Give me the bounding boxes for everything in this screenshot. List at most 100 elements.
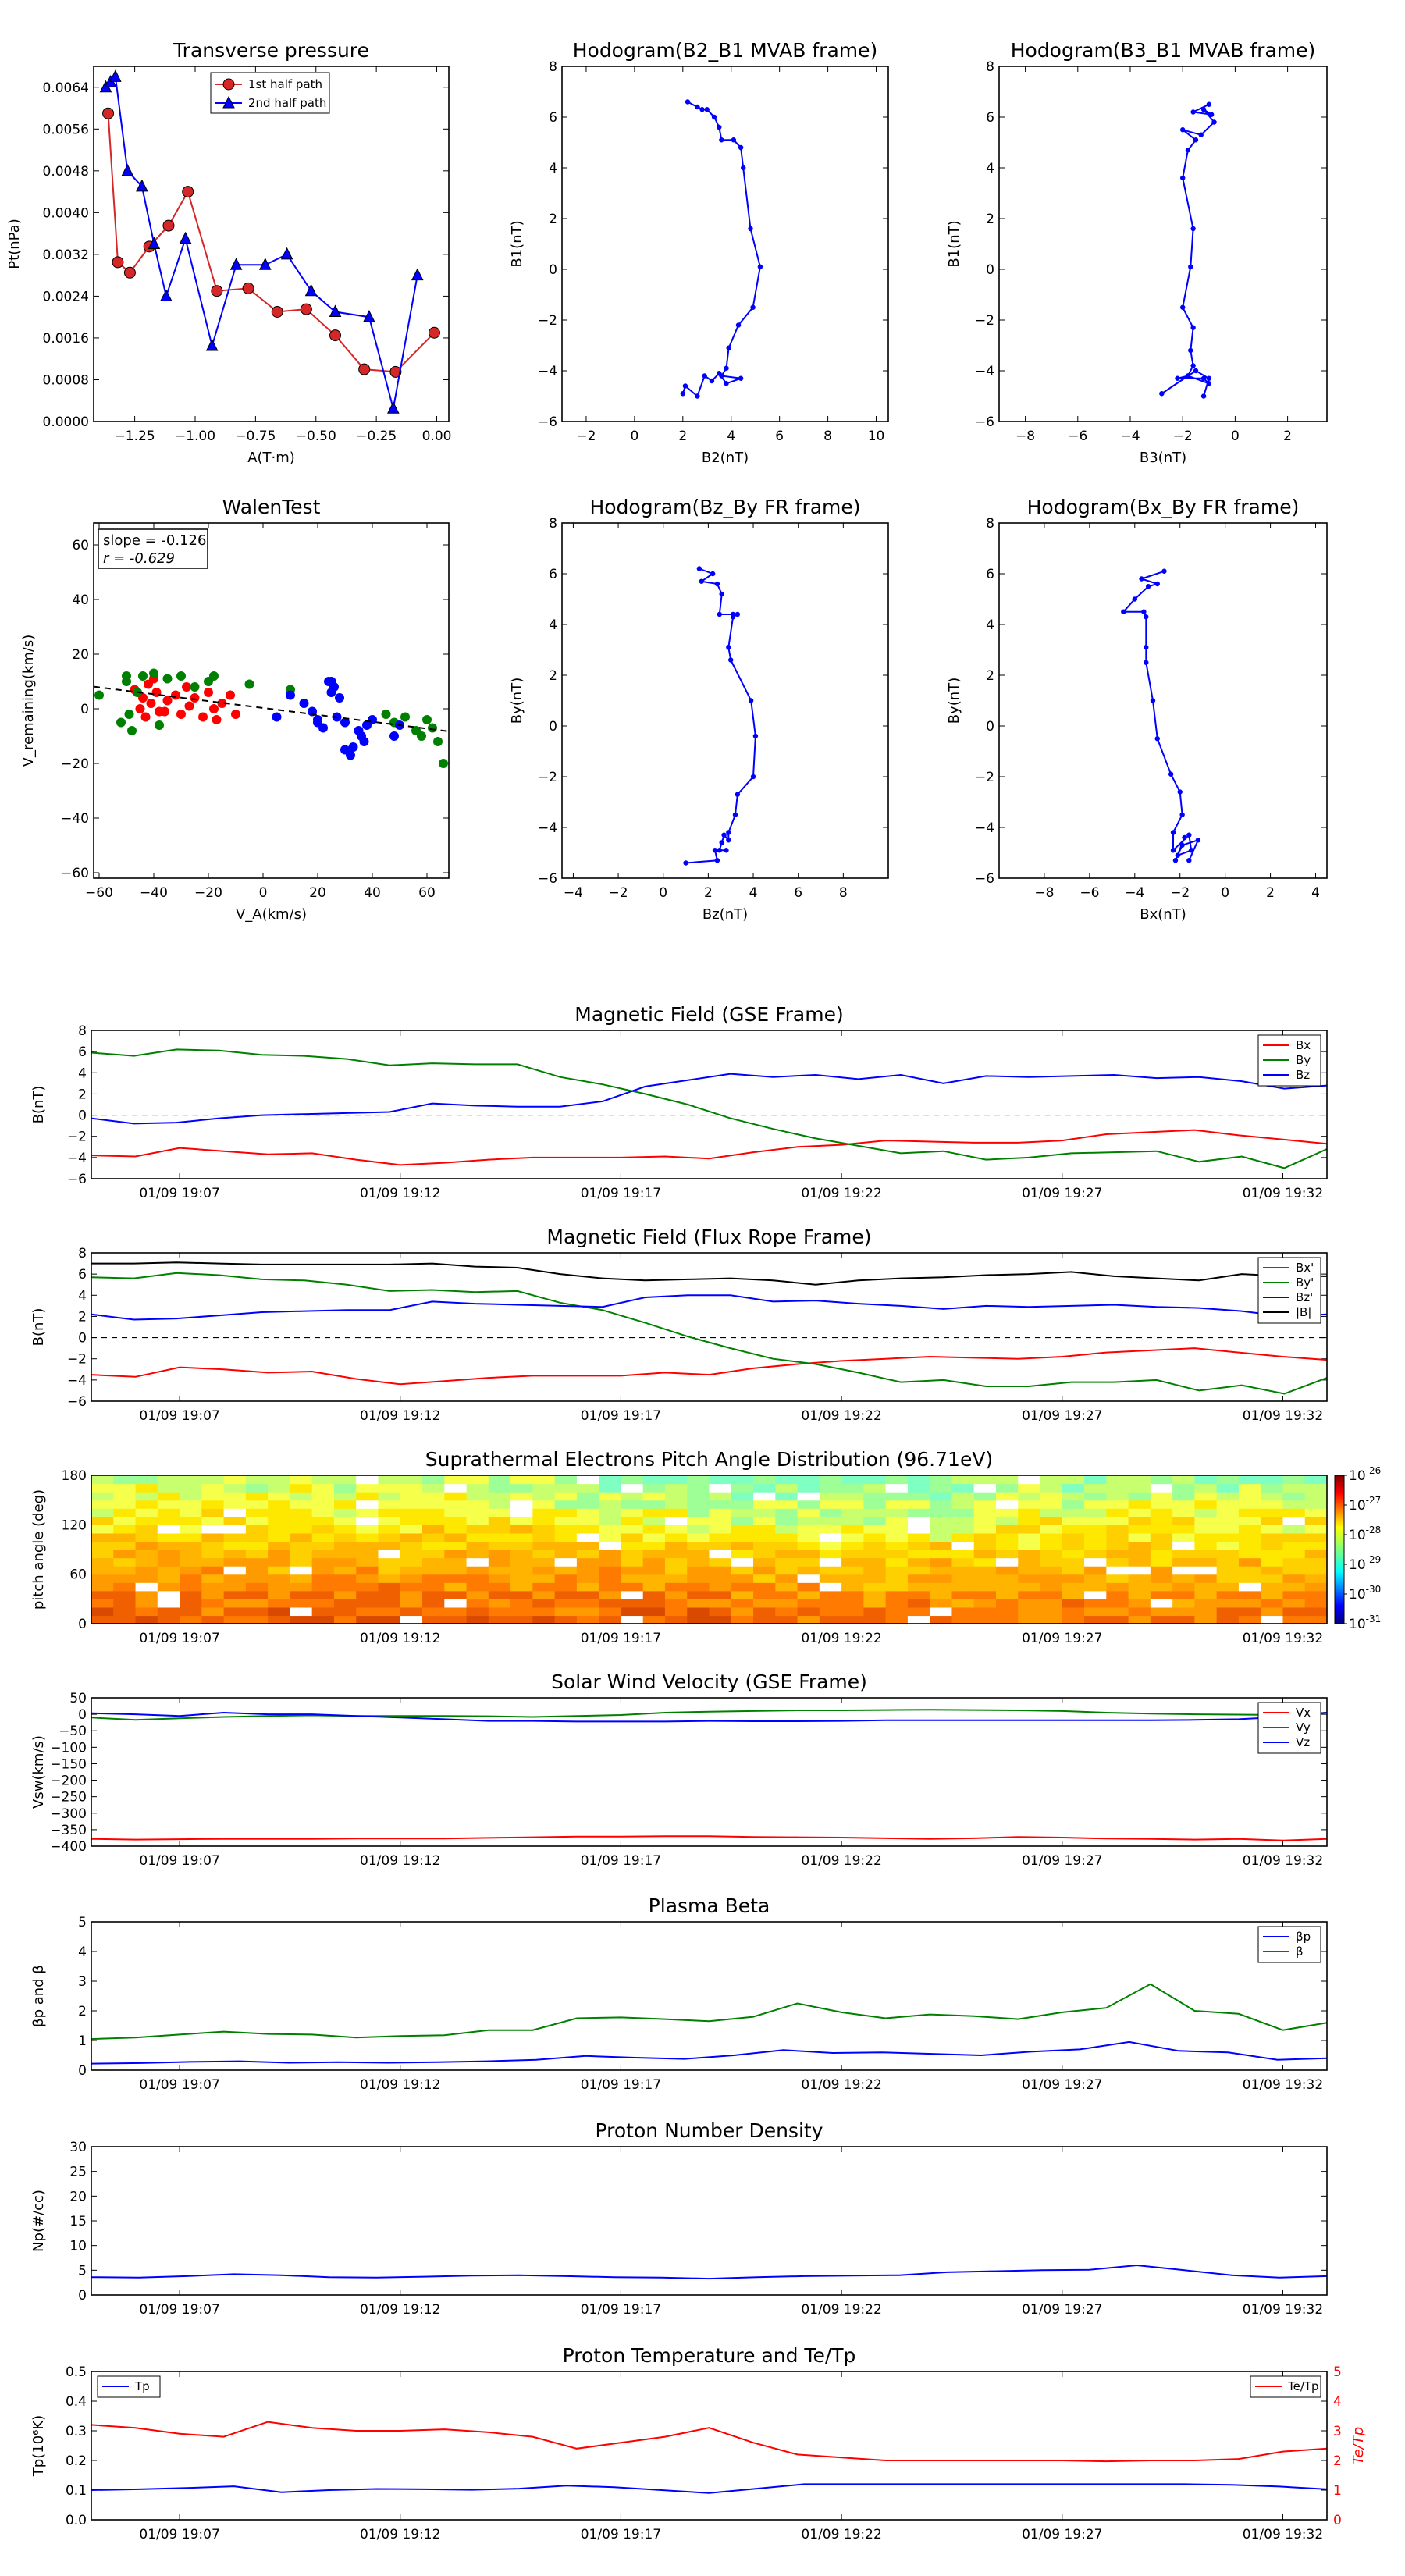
pad-cell bbox=[554, 1566, 578, 1575]
pad-cell bbox=[621, 1599, 644, 1608]
pad-cell bbox=[599, 1574, 622, 1583]
np-ytick-label: 10 bbox=[69, 2239, 87, 2254]
pad-cell bbox=[664, 1606, 688, 1617]
pt-ylabel: Pt(nPa) bbox=[6, 219, 23, 269]
pad-cell bbox=[311, 1582, 335, 1592]
beta-legend-box bbox=[1257, 1926, 1321, 1963]
vsw-ytick-label: −350 bbox=[50, 1823, 87, 1838]
pad-cell bbox=[819, 1483, 842, 1493]
pad-cell bbox=[290, 1615, 313, 1624]
pad-cell bbox=[1150, 1550, 1173, 1559]
h3-hodogram-point bbox=[750, 774, 756, 780]
pt-1st-half-path-point bbox=[389, 365, 402, 378]
walen-point-blue bbox=[359, 737, 369, 746]
mag_gse-ytick-label: −4 bbox=[67, 1151, 87, 1166]
vsw-xtick-label: 01/09 19:22 bbox=[801, 1853, 881, 1869]
h4-hodogram-point bbox=[1154, 581, 1160, 587]
pad-cell bbox=[223, 1615, 247, 1624]
pt-legend-point bbox=[222, 78, 235, 91]
h4-hodogram-point bbox=[1189, 848, 1194, 853]
vsw-legend-label: Vx bbox=[1296, 1706, 1311, 1720]
walen-r-label: r = -0.629 bbox=[103, 550, 175, 567]
pad-cell bbox=[973, 1574, 997, 1583]
pad-cell bbox=[599, 1483, 622, 1493]
pad-cell bbox=[223, 1483, 247, 1493]
mag_gse-ytick-label: 4 bbox=[78, 1066, 87, 1081]
vsw-ytick-label: −400 bbox=[50, 1839, 87, 1855]
pad-cell bbox=[554, 1500, 578, 1509]
pad-cell bbox=[1106, 1566, 1129, 1575]
pad-cell bbox=[642, 1532, 666, 1542]
pad-cell bbox=[1304, 1532, 1328, 1542]
pad-cell bbox=[1084, 1516, 1107, 1525]
pad-cbar-exponent: -28 bbox=[1366, 1525, 1382, 1535]
pad-cell bbox=[1194, 1483, 1218, 1493]
pt-2nd-half-path-point bbox=[329, 304, 342, 317]
walen-axes: WalenTest −60 −40 −20 0 20 40 60 −60 −40 −20 0 20 40 6… bbox=[20, 496, 450, 923]
pad-cell bbox=[664, 1500, 688, 1509]
tp-right-tick-label: 3 bbox=[1333, 2424, 1342, 2439]
pad-cell bbox=[245, 1532, 269, 1542]
pad-ytick-label: 0 bbox=[78, 1617, 87, 1632]
h4-hodogram-point bbox=[1179, 812, 1185, 817]
pad-cell bbox=[1261, 1492, 1284, 1501]
pad-cell bbox=[400, 1550, 423, 1559]
pad-cell bbox=[356, 1599, 379, 1608]
pad-cbar-label: 10-30 bbox=[1349, 1584, 1381, 1603]
pad-cell bbox=[510, 1590, 533, 1599]
pad-cell bbox=[797, 1483, 820, 1493]
pad-cell bbox=[775, 1566, 799, 1575]
pad-cell bbox=[333, 1483, 357, 1493]
h3-xtick-label: −4 bbox=[564, 885, 583, 901]
h4-ytick-label: 0 bbox=[986, 719, 994, 735]
pad-cell bbox=[621, 1574, 644, 1583]
pad-cell bbox=[973, 1492, 997, 1501]
pad-cell bbox=[1128, 1483, 1151, 1493]
np-ytick-label: 15 bbox=[69, 2214, 87, 2229]
walen-point-blue bbox=[348, 742, 358, 752]
walen-xtick-label: 0 bbox=[259, 885, 268, 901]
pad-cell bbox=[510, 1574, 533, 1583]
pad-cell bbox=[951, 1566, 975, 1575]
pad-cbar-label: 10-26 bbox=[1349, 1465, 1381, 1484]
mag_fr-legend-label: Bz' bbox=[1296, 1290, 1313, 1304]
pad-cell bbox=[973, 1532, 997, 1542]
tp-xtick-label: 01/09 19:27 bbox=[1022, 2527, 1102, 2542]
pad-cell bbox=[731, 1492, 754, 1501]
pad-cell bbox=[180, 1590, 202, 1599]
pad-cell bbox=[599, 1606, 622, 1617]
pt-ytick-label: 0.0040 bbox=[43, 205, 89, 221]
pad-cell bbox=[753, 1516, 776, 1525]
pad-cell bbox=[532, 1532, 556, 1542]
pad-cell bbox=[157, 1508, 180, 1517]
h1-ytick-label: 6 bbox=[549, 110, 557, 126]
pad-xtick-label: 01/09 19:22 bbox=[801, 1631, 881, 1646]
pad-cell bbox=[311, 1566, 335, 1575]
pad-cell bbox=[1172, 1599, 1195, 1608]
pad-cell bbox=[113, 1550, 137, 1559]
h1-hodogram-point bbox=[695, 393, 700, 399]
pad-cell bbox=[245, 1516, 269, 1525]
pad-cell bbox=[1261, 1475, 1284, 1485]
pad-cell bbox=[444, 1483, 468, 1493]
pad-cell bbox=[1040, 1525, 1063, 1534]
pad-cell bbox=[1128, 1541, 1151, 1550]
pad-cell bbox=[510, 1492, 533, 1501]
vsw-xtick-label: 01/09 19:17 bbox=[581, 1853, 661, 1869]
h2-hodogram-point bbox=[1200, 393, 1207, 399]
pad-cell bbox=[113, 1582, 137, 1592]
pad-cell bbox=[930, 1574, 953, 1583]
pad-cell bbox=[1172, 1516, 1195, 1525]
pad-cell bbox=[1304, 1508, 1328, 1517]
pad-cell bbox=[1084, 1550, 1107, 1559]
h3-hodogram-point bbox=[735, 611, 741, 617]
h3-xtick-label: 4 bbox=[749, 885, 758, 901]
pad-cell bbox=[687, 1516, 710, 1525]
pad-cell bbox=[1018, 1590, 1041, 1599]
h3-hodogram-point bbox=[728, 657, 734, 663]
pad-cell bbox=[245, 1615, 269, 1624]
pad-cell bbox=[709, 1557, 732, 1567]
pad-cell bbox=[532, 1599, 556, 1608]
pad-cell bbox=[1018, 1508, 1041, 1517]
vsw-ytick-label: −300 bbox=[50, 1806, 87, 1822]
